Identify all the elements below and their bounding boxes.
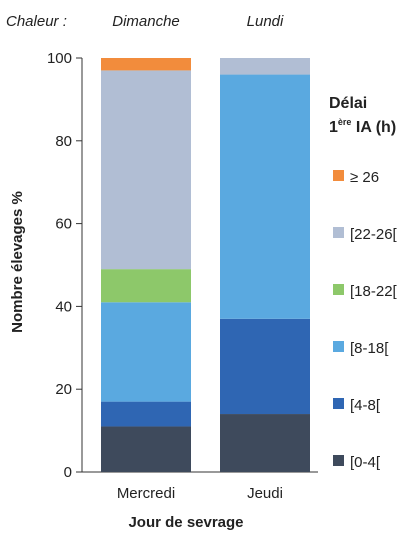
chaleur-value: Lundi (247, 13, 284, 30)
x-category-label: Jeudi (247, 485, 283, 502)
bars (101, 58, 310, 472)
x-axis-title: Jour de sevrage (128, 514, 243, 531)
chaleur-values: Dimanche Lundi (112, 13, 284, 30)
legend-label: [22-26[ (350, 226, 398, 243)
legend-swatch (333, 284, 344, 295)
bar-segment (101, 401, 191, 427)
y-tick-label: 20 (55, 381, 72, 398)
y-axis-title: Nombre élevages % (9, 191, 26, 333)
bar-segment (101, 70, 191, 270)
y-axis: 0 20 40 60 80 100 (47, 50, 83, 481)
legend-swatch (333, 170, 344, 181)
legend-title-superscript: ère (338, 117, 352, 127)
bar-segment (220, 414, 310, 472)
y-tick-label: 40 (55, 298, 72, 315)
bar-segment (101, 426, 191, 472)
bar-segment (101, 58, 191, 71)
legend: Délai 1ère IA (h) ≥ 26 [22-26[ [18-22[ [8-1… (329, 95, 398, 471)
bar-segment (220, 318, 310, 415)
bar-segment (220, 74, 310, 319)
legend-swatch (333, 227, 344, 238)
legend-title-unit: IA (h) (351, 119, 396, 136)
chaleur-value: Dimanche (112, 13, 180, 30)
y-tick-label: 60 (55, 216, 72, 233)
legend-label: [4-8[ (350, 397, 381, 414)
y-tick-label: 100 (47, 50, 72, 67)
bar-segment (101, 269, 191, 303)
legend-swatch (333, 341, 344, 352)
bar-segment (101, 302, 191, 402)
legend-title-line1: Délai (329, 95, 367, 112)
x-category-label: Mercredi (117, 485, 175, 502)
legend-label: [8-18[ (350, 340, 389, 357)
legend-title-ordinal: 1 (329, 119, 338, 136)
legend-swatch (333, 455, 344, 466)
bar-segment (220, 58, 310, 75)
legend-label: [0-4[ (350, 454, 381, 471)
legend-items: ≥ 26 [22-26[ [18-22[ [8-18[ [4-8[ [0-4[ (333, 169, 398, 471)
y-tick-label: 0 (64, 464, 72, 481)
y-tick-label: 80 (55, 133, 72, 150)
x-axis: Mercredi Jeudi (82, 471, 318, 502)
legend-label: [18-22[ (350, 283, 398, 300)
legend-label: ≥ 26 (350, 169, 379, 186)
chaleur-label: Chaleur : (6, 13, 67, 30)
legend-swatch (333, 398, 344, 409)
legend-title-line2: 1ère IA (h) (329, 117, 396, 136)
